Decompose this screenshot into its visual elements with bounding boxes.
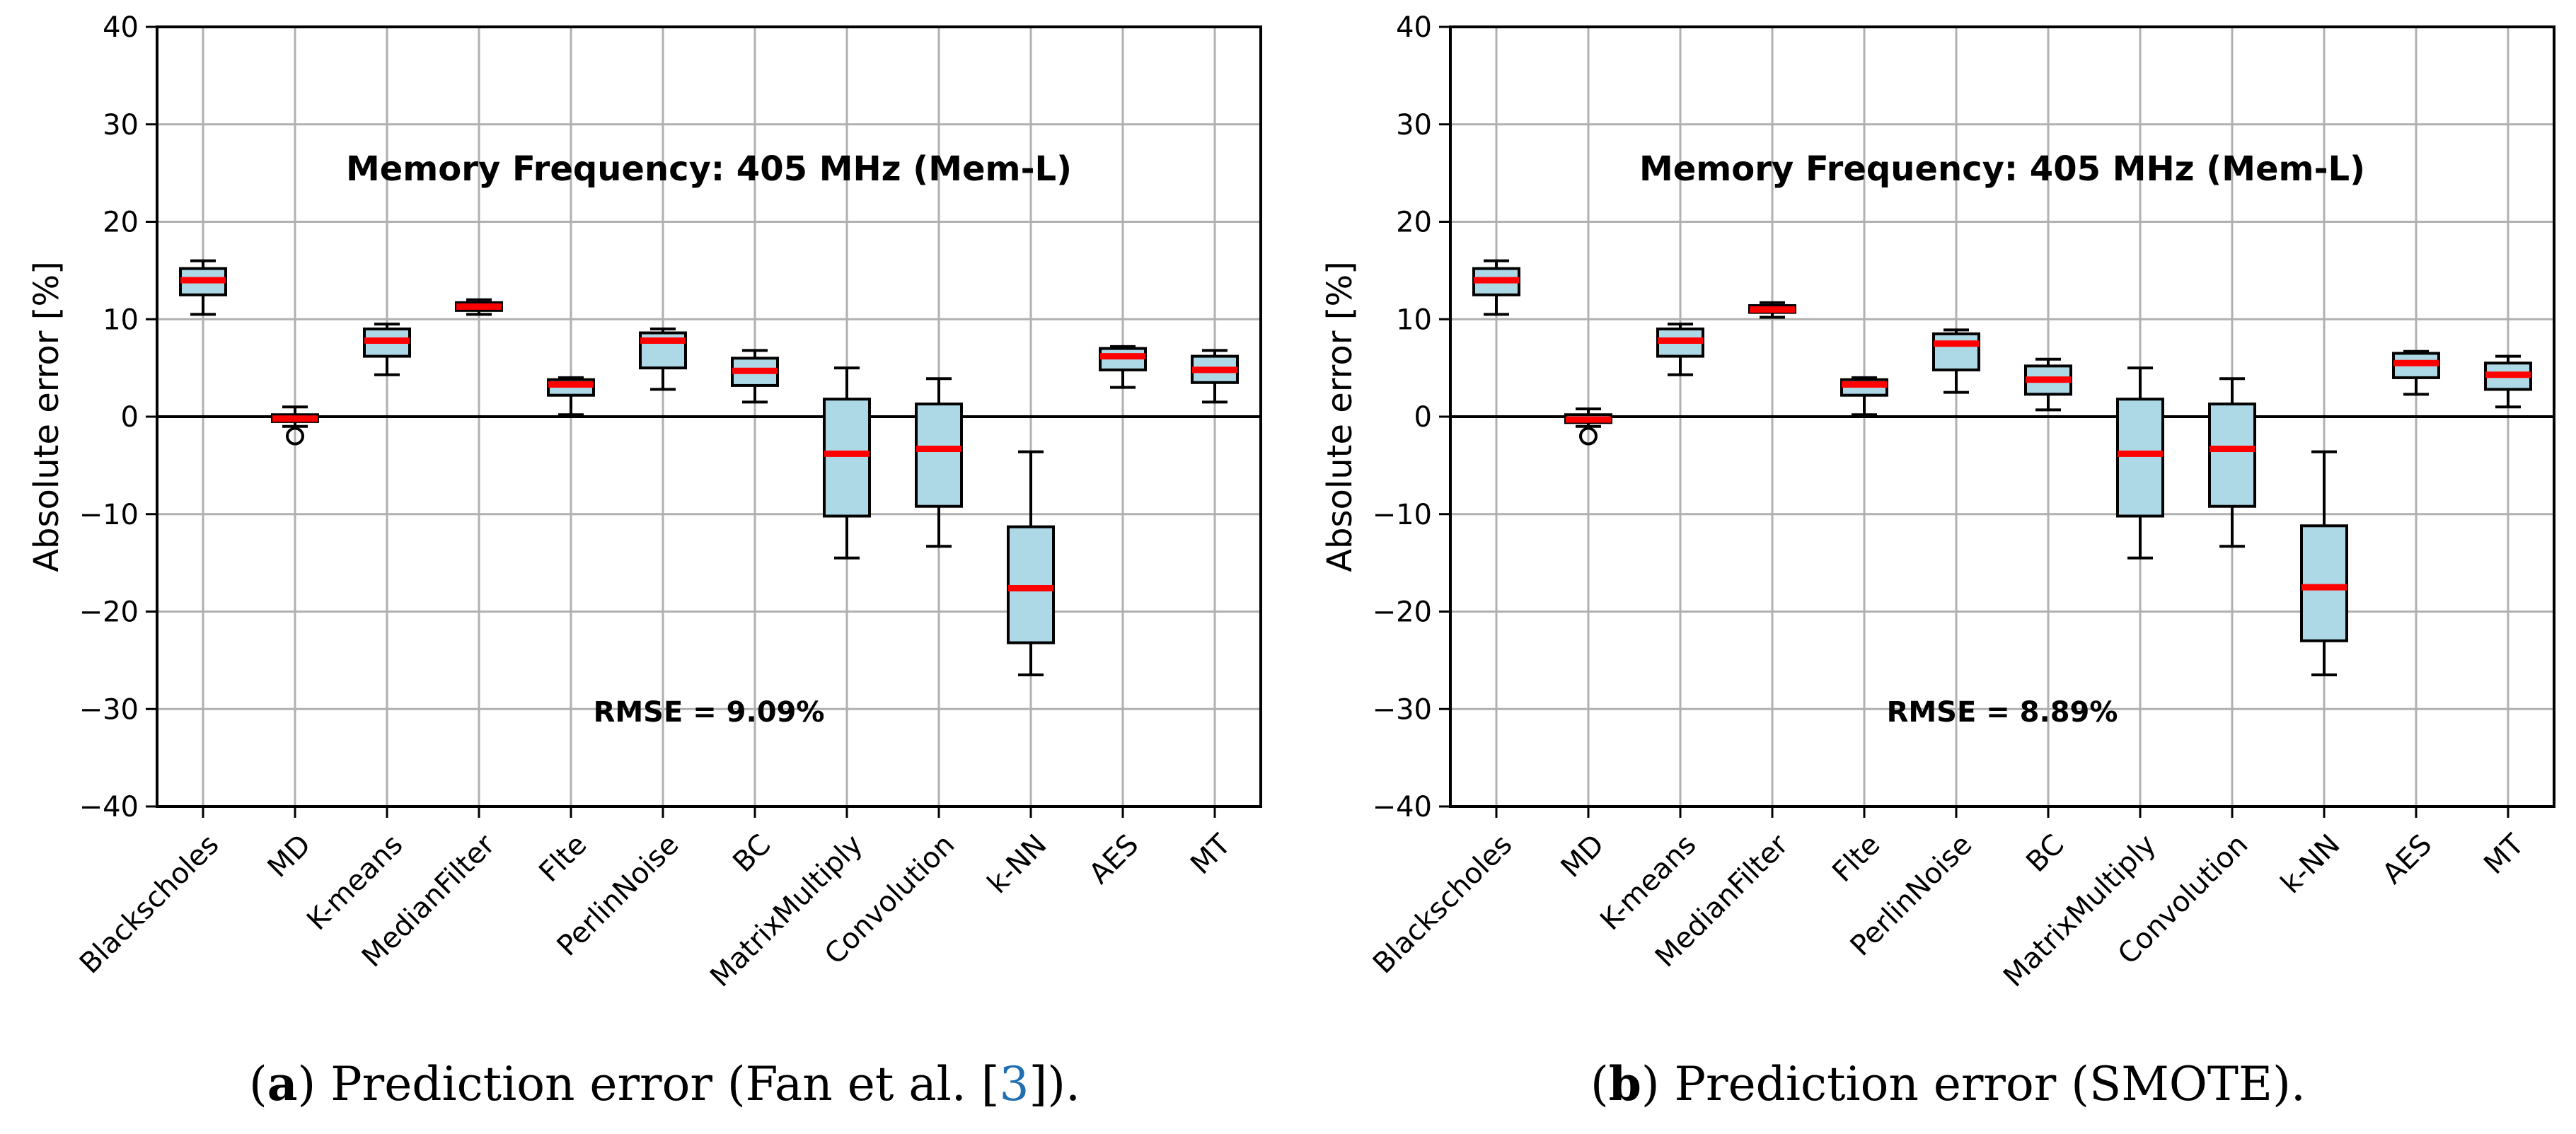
x-tick-label: k-NN — [981, 828, 1053, 900]
box-medianfilter — [1748, 301, 1796, 319]
x-tick-label: Flte — [533, 828, 593, 889]
y-tick-label: −20 — [79, 596, 139, 629]
caption-letter: b — [1609, 1056, 1641, 1111]
x-tick-label: BC — [2020, 828, 2070, 879]
caption-open: ( — [1590, 1057, 1609, 1111]
box-blackscholes — [1472, 259, 1520, 316]
axes-frame — [1449, 25, 2555, 808]
box-mt — [1191, 349, 1239, 404]
box-md — [1564, 407, 1612, 446]
y-tick-label: 10 — [1396, 303, 1432, 336]
box-outlier — [1579, 427, 1598, 446]
y-tick-label: 0 — [121, 401, 139, 434]
y-tick-label: 40 — [1396, 11, 1432, 44]
box-iqr — [2208, 403, 2256, 508]
x-tick-label: BC — [727, 828, 777, 879]
caption-open: ( — [249, 1057, 267, 1111]
frequency-annotation: Memory Frequency: 405 MHz (Mem-L) — [346, 149, 1072, 189]
y-tick-label: −10 — [1373, 499, 1432, 531]
y-axis-label: Absolute error [%] — [1320, 261, 1360, 572]
y-tick-label: 30 — [1396, 109, 1432, 141]
box-k-nn — [1007, 450, 1055, 677]
box-iqr — [1932, 332, 1980, 371]
box-mt — [2484, 354, 2532, 409]
y-tick-label: 40 — [103, 11, 139, 44]
box-outlier — [286, 427, 304, 446]
x-tick-label: MD — [1555, 828, 1611, 884]
x-tick-label: MT — [2478, 828, 2531, 881]
x-tick-label: Blackscholes — [74, 828, 226, 980]
caption-letter: a — [267, 1056, 298, 1111]
box-flte — [547, 376, 595, 417]
y-tick-label: −30 — [79, 693, 139, 726]
box-iqr — [2116, 398, 2164, 518]
rmse-annotation: RMSE = 9.09% — [594, 696, 825, 729]
y-tick-label: −40 — [79, 791, 139, 823]
box-convolution — [2208, 377, 2256, 548]
y-tick-label: −20 — [1373, 596, 1432, 629]
box-aes — [1099, 345, 1147, 389]
box-convolution — [915, 377, 963, 548]
x-tick-label: MD — [262, 828, 318, 884]
box-perlinnoise — [1932, 328, 1980, 394]
box-medianfilter — [455, 298, 503, 316]
box-flte — [1840, 376, 1888, 417]
box-matrixmultiply — [823, 366, 871, 560]
box-iqr — [1007, 525, 1055, 644]
x-tick-label: AES — [1083, 828, 1145, 891]
rmse-annotation: RMSE = 8.89% — [1887, 696, 2118, 729]
x-tick-label: MT — [1184, 828, 1237, 881]
y-tick-label: 20 — [1396, 207, 1432, 239]
figure-caption: (a) Prediction error (Fan et al. [3]). — [249, 1056, 1080, 1111]
y-tick-label: 0 — [1414, 401, 1432, 434]
box-iqr — [823, 398, 871, 518]
box-k-nn — [2300, 450, 2348, 677]
x-tick-label: Flte — [1826, 828, 1886, 889]
box-blackscholes — [179, 259, 227, 316]
y-tick-label: −10 — [79, 499, 139, 531]
box-iqr — [915, 403, 963, 508]
caption-ref[interactable]: 3 — [999, 1057, 1029, 1111]
x-tick-label: k-NN — [2275, 828, 2346, 900]
frequency-annotation: Memory Frequency: 405 MHz (Mem-L) — [1639, 149, 2365, 189]
caption-end: ]). — [1029, 1057, 1080, 1111]
axes-frame — [156, 25, 1262, 808]
box-md — [271, 405, 319, 446]
caption-text: Prediction error (Fan et al. [ — [316, 1057, 999, 1111]
caption-close: ) — [298, 1057, 316, 1111]
caption-close: ) — [1641, 1057, 1660, 1111]
box-k-means — [1656, 323, 1704, 376]
box-matrixmultiply — [2116, 366, 2164, 560]
y-tick-label: −40 — [1373, 791, 1432, 823]
caption-text: Prediction error (SMOTE). — [1660, 1057, 2306, 1111]
x-tick-label: Blackscholes — [1367, 828, 1519, 980]
x-tick-label: AES — [2376, 828, 2439, 891]
figure-caption: (b) Prediction error (SMOTE). — [1590, 1056, 2306, 1111]
box-aes — [2392, 349, 2440, 396]
box-iqr — [2300, 524, 2348, 642]
box-perlinnoise — [639, 328, 687, 391]
y-tick-label: 20 — [103, 207, 139, 239]
box-bc — [731, 349, 779, 404]
box-bc — [2024, 357, 2072, 412]
box-k-means — [363, 323, 411, 376]
y-tick-label: 10 — [103, 303, 139, 336]
y-axis-label: Absolute error [%] — [27, 261, 67, 572]
y-tick-label: 30 — [103, 109, 139, 141]
y-tick-label: −30 — [1373, 693, 1432, 726]
